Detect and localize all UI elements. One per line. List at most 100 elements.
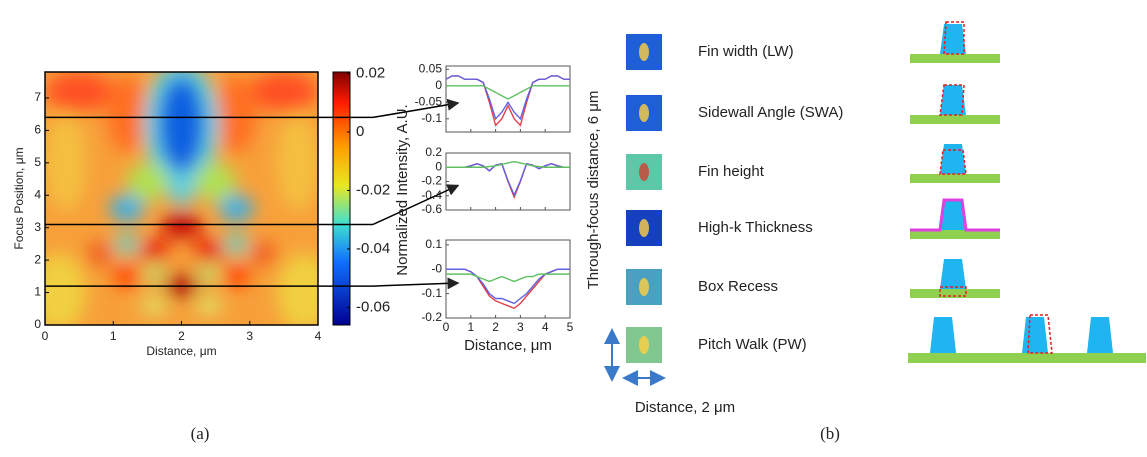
heatmap-blob [109, 195, 144, 222]
x-tick-label: 1 [467, 320, 474, 334]
colorbar [332, 71, 351, 326]
x-tick-label: 2 [178, 329, 185, 343]
heatmap-blob [277, 253, 318, 325]
y-tick-label: 4 [34, 187, 41, 201]
heatmap-blob [45, 253, 86, 325]
x-axis-label: Distance, μm [146, 344, 216, 358]
heatmap-blob [126, 162, 168, 202]
heatmap-blob [139, 239, 170, 262]
row-label: Pitch Walk (PW) [698, 336, 807, 353]
x-tick-label: 5 [567, 320, 574, 334]
colorbar-tick-label: 0.02 [356, 64, 385, 81]
row-label: Fin width (LW) [698, 43, 794, 60]
fin-outline [939, 84, 965, 116]
x-tick-label: 0 [443, 320, 450, 334]
heatmap-blob [113, 264, 141, 288]
thumbnail-center [639, 104, 649, 122]
profile-line [446, 273, 570, 283]
heatmap-blob [140, 295, 168, 316]
x-tick-label: 0 [42, 329, 49, 343]
fin [940, 259, 966, 289]
y-tick-label: -0.1 [421, 286, 442, 300]
substrate [910, 289, 1000, 298]
heatmap-blob [222, 264, 250, 288]
y-axis-label: Through-focus distance, 6 μm [585, 91, 602, 290]
fin-outline [943, 21, 965, 55]
fin [940, 200, 966, 230]
y-tick-label: -0.2 [421, 174, 442, 188]
heatmap-blob [249, 240, 278, 267]
heatmap-blob [223, 234, 249, 254]
fin [1022, 317, 1048, 353]
y-tick-label: 0 [435, 78, 442, 92]
heatmap-blob [157, 75, 206, 173]
heatmap-image [45, 72, 318, 325]
colorbar-tick-label: -0.06 [356, 298, 390, 315]
y-tick-label: 6 [34, 123, 41, 137]
heatmap-blob [45, 72, 114, 111]
panel-label: (b) [820, 424, 840, 443]
thumbnail-center [639, 336, 649, 354]
y-axis-label: Focus Position, μm [12, 147, 26, 249]
cut-arrow [372, 98, 460, 119]
row-label: Sidewall Angle (SWA) [698, 104, 843, 121]
y-axis-label: Normalized Intensity, A.U. [394, 104, 411, 275]
y-tick-label: 1 [34, 285, 41, 299]
heatmap-blob [45, 114, 86, 212]
heatmap-blob [167, 172, 196, 205]
substrate [910, 174, 1000, 183]
x-tick-label: 2 [492, 320, 499, 334]
fin [930, 317, 956, 353]
substrate [908, 353, 1146, 363]
colorbar-tick-label: 0 [356, 123, 364, 140]
fin [940, 85, 966, 115]
x-tick-label: 4 [315, 329, 322, 343]
heatmap-blob [249, 72, 318, 111]
y-tick-label: 0 [34, 317, 41, 331]
heatmap-blob [193, 239, 224, 262]
y-tick-label: 0.1 [425, 237, 442, 251]
x-axis-label: Distance, μm [464, 337, 552, 354]
heatmap-blob [85, 240, 114, 267]
cut-arrow [372, 184, 460, 226]
fin [940, 24, 966, 54]
cut-arrow [372, 277, 460, 290]
x-tick-label: 3 [517, 320, 524, 334]
y-tick-label: -0.2 [421, 310, 442, 324]
panel-label: (a) [191, 424, 210, 443]
heatmap-blob [114, 234, 140, 254]
y-tick-label: -0.05 [415, 94, 443, 108]
substrate [910, 54, 1000, 63]
thumbnail-center [639, 278, 649, 296]
y-tick-label: 0.05 [419, 61, 443, 75]
recess [939, 286, 967, 297]
heatmap-blob [195, 295, 223, 316]
row-label: High-k Thickness [698, 219, 813, 236]
y-tick-label: -0.1 [421, 111, 442, 125]
heatmap-blob [106, 75, 148, 154]
y-tick-label: 0.2 [425, 145, 442, 159]
y-tick-label: -0.4 [421, 188, 442, 202]
heatmap-blob [277, 114, 318, 212]
y-tick-label: -0 [431, 261, 442, 275]
y-tick-label: 3 [34, 220, 41, 234]
profile-line [446, 85, 570, 100]
fin-outline [1027, 314, 1053, 354]
thumbnail-center [639, 219, 649, 237]
heatmap-blobs [45, 72, 318, 325]
y-tick-label: 5 [34, 155, 41, 169]
profile-line [446, 268, 570, 305]
row-label: Fin height [698, 163, 765, 180]
y-tick-label: 0 [435, 159, 442, 173]
y-tick-label: 7 [34, 90, 41, 104]
heatmap-blob [219, 195, 254, 222]
x-tick-label: 1 [110, 329, 117, 343]
substrate [910, 230, 1000, 239]
profile-line [445, 75, 570, 121]
heatmap-blob [195, 162, 237, 202]
profile-line [446, 160, 570, 168]
highk [910, 198, 1000, 232]
substrate [910, 115, 1000, 124]
x-axis-label: Distance, 2 μm [635, 399, 735, 416]
